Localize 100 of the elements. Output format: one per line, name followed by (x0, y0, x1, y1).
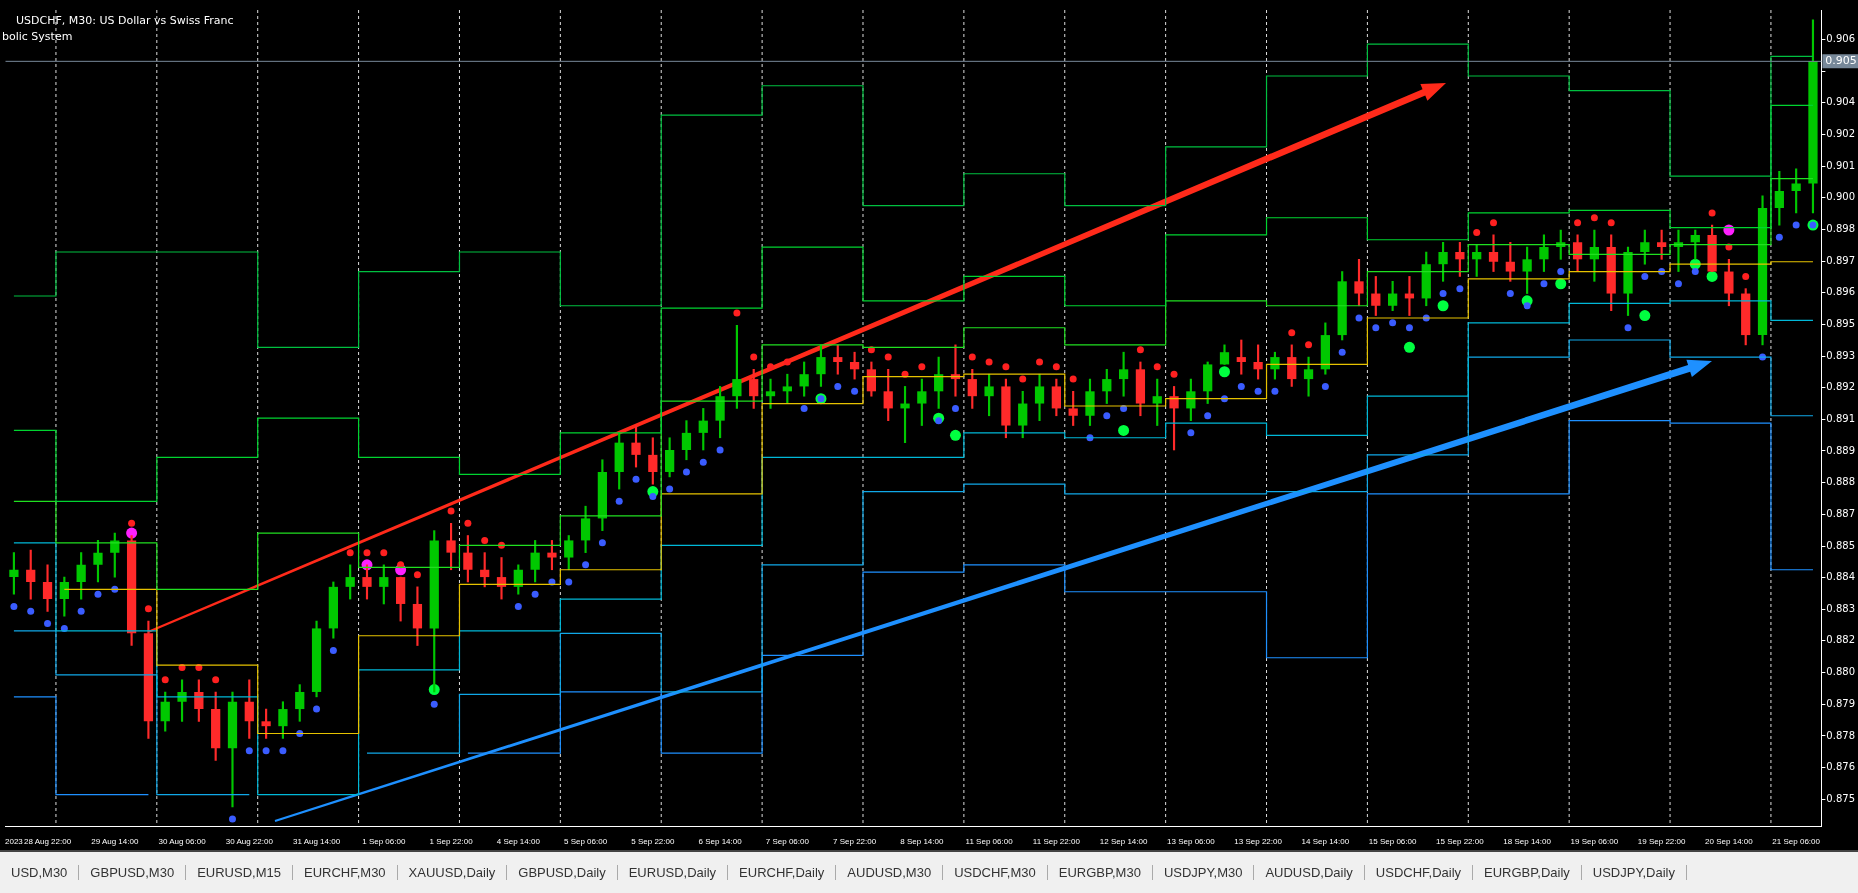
point (767, 363, 775, 371)
point (968, 353, 976, 361)
point (1706, 270, 1718, 282)
x-tick-label: 18 Sep 14:00 (1503, 837, 1552, 847)
candlestick (765, 378, 776, 409)
x-tick-label: 20 Sep 14:00 (1705, 837, 1754, 847)
point (1490, 219, 1498, 227)
point (1002, 363, 1010, 371)
point (464, 519, 472, 527)
x-tick-label: 29 Aug 14:00 (91, 837, 139, 847)
candlestick (1303, 356, 1314, 397)
x-tick-label: 31 Aug 14:00 (292, 837, 341, 847)
y-tick-label: 0.900 (1826, 191, 1856, 203)
x-tick-label: 7 Sep 22:00 (833, 837, 877, 847)
y-tick-label: 0.906 (1826, 33, 1856, 45)
y-tick-label: 0.892 (1826, 381, 1856, 393)
text: USDCHF,M30 (943, 865, 1048, 880)
point (733, 309, 741, 317)
point (1118, 424, 1130, 436)
x-tick-label: 13 Sep 22:00 (1234, 837, 1283, 847)
y-tick-label: 0.876 (1826, 761, 1856, 773)
text: AUDUSD,M30 (836, 865, 944, 880)
point (1136, 346, 1144, 354)
point (212, 676, 220, 684)
point (1437, 300, 1449, 312)
text: EURUSD,Daily (617, 865, 729, 880)
point (1052, 363, 1060, 371)
point (144, 605, 152, 613)
y-tick-label: 0.901 (1826, 159, 1856, 171)
point (1288, 329, 1296, 337)
x-tick-label: 14 Sep 14:00 (1301, 837, 1350, 847)
text: EURCHF,Daily (728, 865, 837, 880)
x-tick-label: 11 Sep 06:00 (965, 837, 1014, 847)
x-tick-label: 30 Aug 22:00 (225, 837, 274, 847)
point (1708, 209, 1716, 217)
x-tick-label: 13 Sep 06:00 (1167, 837, 1216, 847)
x-tick-label: 4 Sep 14:00 (496, 837, 541, 847)
point (126, 527, 138, 539)
y-tick-label: 0.883 (1826, 602, 1856, 614)
y-tick-label: 0.879 (1826, 697, 1856, 709)
point (918, 363, 926, 371)
point (397, 561, 405, 569)
point (1639, 310, 1651, 322)
y-tick-label: 0.878 (1826, 729, 1856, 741)
chart-title: USDCHF, M30: US Dollar vs Swiss Franc (16, 14, 234, 27)
point (985, 358, 993, 366)
x-tick-label: 7 Sep 06:00 (765, 837, 810, 847)
text: bolic System (2, 30, 73, 43)
y-tick-label: 0.904 (1826, 96, 1856, 108)
text: EURGBP,Daily (1473, 865, 1582, 880)
x-tick-label: 5 Sep 22:00 (631, 837, 675, 847)
point (750, 353, 758, 361)
text: USD,M30 (0, 865, 80, 880)
y-tick-label: 0.875 (1826, 792, 1856, 804)
y-tick-label: 0.893 (1826, 349, 1856, 361)
y-tick-label: 0.896 (1826, 286, 1856, 298)
y-tick-label: 0.884 (1826, 571, 1856, 583)
x-tick-label: 30 Aug 06:00 (158, 837, 207, 847)
point (1218, 366, 1230, 378)
point (380, 549, 388, 557)
point (447, 507, 455, 515)
text: USDCHF,Daily (1364, 865, 1474, 880)
point (413, 571, 421, 579)
y-tick-label: 0.897 (1826, 254, 1856, 266)
text: XAUUSD,Daily (397, 865, 508, 880)
point (1305, 341, 1313, 349)
y-tick-label: 0.898 (1826, 223, 1856, 235)
point (1607, 219, 1615, 227)
point (481, 536, 489, 544)
x-tick-label: 15 Sep 22:00 (1436, 837, 1485, 847)
point (1153, 363, 1161, 371)
text: EURUSD,M15 (186, 865, 293, 880)
y-tick-label: 0.888 (1826, 476, 1856, 488)
point (346, 549, 354, 557)
y-tick-label: 0.882 (1826, 634, 1856, 646)
y-tick-label: 0.895 (1826, 317, 1856, 329)
point (949, 429, 961, 441)
x-tick-label: 28 Aug 22:00 (23, 837, 72, 847)
x-tick-label: 1 Sep 22:00 (429, 837, 474, 847)
point (1019, 375, 1027, 383)
x-tick-label: 2023 (5, 837, 24, 847)
point (1036, 358, 1044, 366)
point (1574, 219, 1582, 227)
x-tick-label: 6 Sep 14:00 (698, 837, 743, 847)
x-tick-label: 19 Sep 06:00 (1570, 837, 1619, 847)
candlestick (496, 557, 507, 600)
point (363, 549, 371, 557)
point (128, 519, 136, 527)
text: USDJPY,Daily (1581, 865, 1687, 880)
point (783, 358, 791, 366)
x-tick-label: 19 Sep 22:00 (1637, 837, 1686, 847)
y-tick-label: 0.891 (1826, 413, 1856, 425)
text: USDJPY,M30 (1152, 865, 1255, 880)
point (884, 353, 892, 361)
y-tick-label: 0.887 (1826, 507, 1856, 519)
point (161, 676, 169, 684)
point (1742, 272, 1750, 280)
x-tick-label: 21 Sep 06:00 (1772, 837, 1821, 847)
text: AUDUSD,Daily (1254, 865, 1365, 880)
y-tick-label: 0.885 (1826, 539, 1856, 551)
